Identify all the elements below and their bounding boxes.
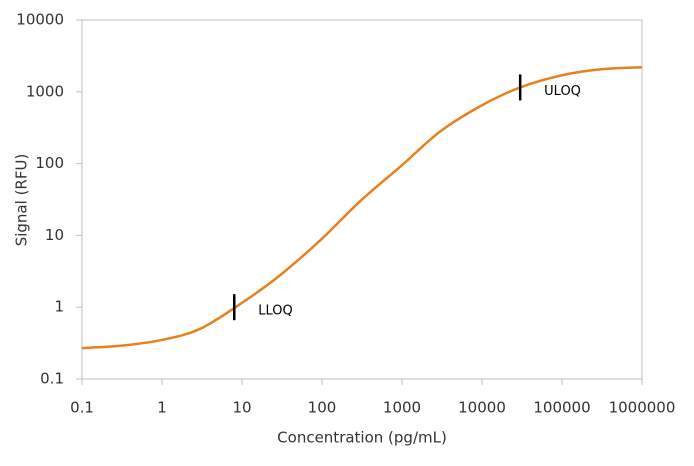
x-tick-label: 0.1: [70, 399, 94, 417]
x-tick-label: 1000: [383, 399, 421, 417]
y-tick-label: 10: [45, 226, 64, 244]
x-axis-label: Concentration (pg/mL): [277, 429, 447, 447]
annotation: LLOQ: [258, 304, 293, 319]
plot-frame: [81, 19, 643, 380]
x-tick-label: 10000: [458, 399, 506, 417]
annotation: ULOQ: [544, 84, 581, 99]
y-tick-label: 10000: [16, 11, 64, 29]
x-tick-label: 1: [157, 399, 167, 417]
x-tick-label: 1000000: [609, 399, 676, 417]
signal-curve: [81, 65, 643, 350]
x-tick-label: 100: [308, 399, 337, 417]
y-tick-label: 0.1: [40, 370, 64, 388]
x-tick-label: 100000: [533, 399, 590, 417]
x-tick-label: 10: [232, 399, 251, 417]
y-tick-label: 1: [54, 298, 64, 316]
y-tick-label: 1000: [26, 82, 64, 100]
y-tick-label: 100: [35, 154, 64, 172]
y-axis-label: Signal (RFU): [13, 154, 31, 247]
